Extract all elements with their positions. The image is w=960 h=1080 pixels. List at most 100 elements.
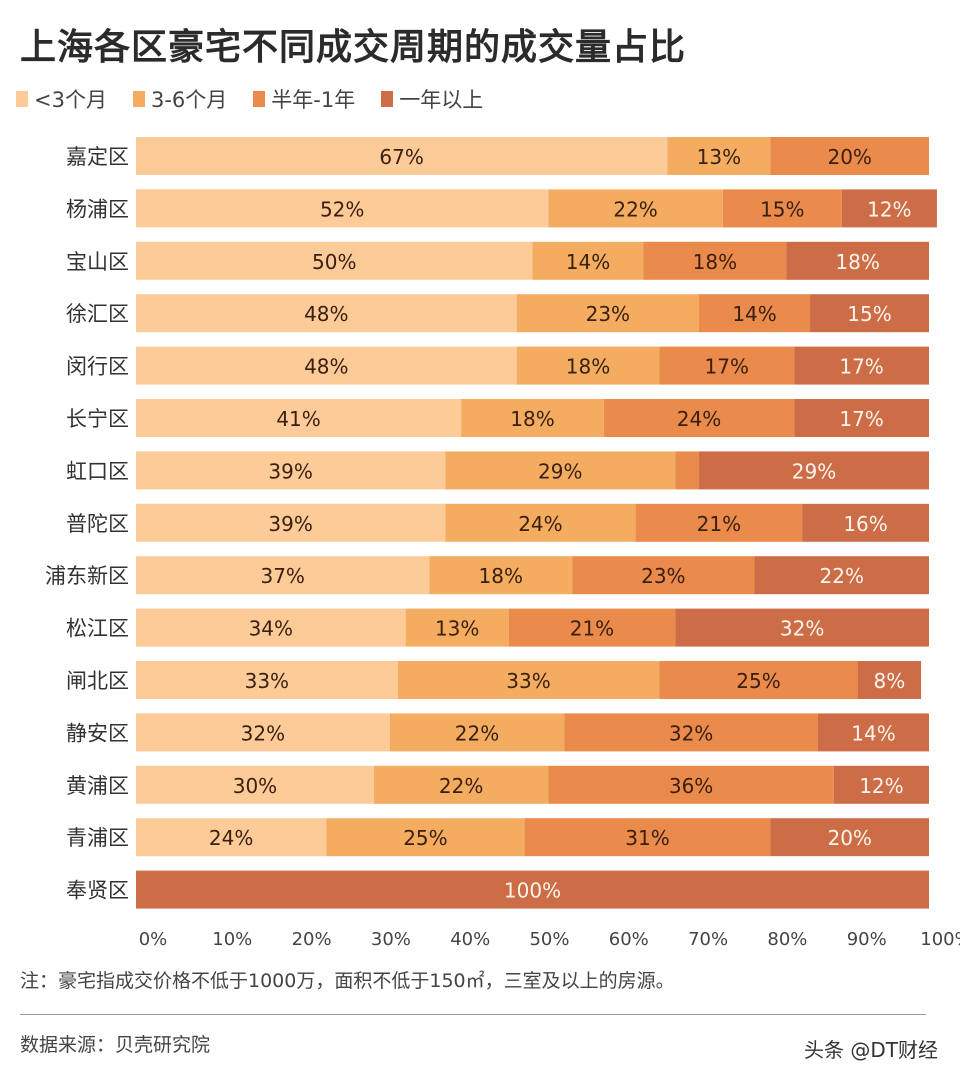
data-label: 12% [867, 197, 911, 221]
bar-segment [136, 556, 430, 595]
data-label: 31% [625, 826, 669, 850]
bar-segment [564, 713, 818, 752]
category-label: 嘉定区 [66, 145, 129, 169]
watermark: 头条 @DT财经 [804, 1038, 938, 1062]
bar-segment [572, 556, 755, 595]
data-label: 23% [641, 564, 685, 588]
data-label: 67% [379, 145, 423, 169]
bar-segment [770, 137, 929, 175]
data-label: 17% [839, 407, 883, 431]
bar-segment [603, 399, 795, 437]
category-label: 杨浦区 [66, 197, 129, 221]
category-label: 黄浦区 [66, 774, 129, 798]
category-label: 静安区 [66, 721, 129, 745]
bar-segment [136, 765, 374, 804]
bar-segment [136, 608, 406, 647]
data-label: 41% [276, 407, 320, 431]
bar-segment [136, 661, 398, 699]
bar-segment [461, 399, 604, 437]
data-label: 24% [518, 512, 562, 536]
data-label: 18% [510, 407, 554, 431]
bar-segment [794, 399, 929, 437]
bar-segment [136, 503, 446, 542]
data-label: 36% [669, 774, 713, 798]
legend-item: 一年以上 [381, 84, 483, 114]
bar-segment [136, 189, 549, 228]
data-label: 25% [736, 669, 780, 693]
bar-segment [136, 241, 533, 280]
data-label: 50% [312, 250, 356, 274]
category-label: 奉贤区 [66, 879, 129, 903]
data-label: 22% [455, 721, 499, 745]
source-text: 数据来源：贝壳研究院 [20, 1034, 211, 1056]
data-label: 39% [268, 459, 312, 483]
bar-segment [857, 661, 922, 699]
data-label: 24% [677, 407, 721, 431]
data-label: 23% [586, 302, 630, 326]
bar-segment [770, 818, 929, 857]
category-label: 徐汇区 [66, 302, 129, 326]
data-label: 18% [479, 564, 523, 588]
bar-segment [548, 765, 834, 804]
bar-segment [136, 137, 668, 175]
bar-segment [532, 241, 644, 280]
data-label: 34% [249, 617, 293, 641]
data-label: 52% [320, 197, 364, 221]
data-label: 33% [245, 669, 289, 693]
data-label: 14% [851, 721, 895, 745]
bar-segment [405, 608, 509, 647]
bar-segment [833, 765, 929, 804]
bar-segment [326, 818, 525, 857]
bar-segment [373, 765, 549, 804]
data-label: 33% [506, 669, 550, 693]
bar-segment [675, 451, 700, 490]
bar-segment [389, 713, 565, 752]
x-tick-label: 50% [529, 929, 569, 950]
data-label: 20% [827, 145, 871, 169]
bar-segment [699, 294, 811, 333]
data-label: 18% [566, 355, 610, 379]
bar-segment [659, 661, 858, 699]
bar-segment [699, 451, 929, 490]
bar-segment [516, 346, 660, 385]
bar-segment [397, 661, 660, 699]
bar-segment [136, 818, 327, 857]
bar-segment [516, 294, 700, 333]
data-label: 30% [233, 774, 277, 798]
data-label: 13% [435, 617, 479, 641]
x-tick-label: 40% [450, 929, 490, 950]
legend-swatch [253, 91, 266, 107]
category-label: 虹口区 [66, 459, 129, 483]
data-label: 15% [847, 302, 891, 326]
bar-segment [675, 608, 929, 647]
data-label: 16% [843, 512, 887, 536]
legend-item: <3个月 [16, 84, 107, 114]
category-label: 松江区 [66, 617, 129, 641]
data-label: 21% [697, 512, 741, 536]
bar-segment [136, 451, 446, 490]
bar-segment [754, 556, 929, 595]
category-label: 青浦区 [66, 826, 129, 850]
legend-item: 半年-1年 [253, 84, 355, 114]
data-label: 21% [570, 617, 614, 641]
category-label: 普陀区 [66, 512, 129, 536]
bar-segment [136, 294, 517, 333]
x-tick-label: 60% [609, 929, 649, 950]
bar-segment [802, 503, 929, 542]
stacked-bar-chart: 嘉定区 67% 13% 20% 杨浦区 52% 22% 15% 12% 宝山区 50% 14% 18% 1… [45, 137, 960, 950]
legend-label: <3个月 [34, 88, 107, 112]
data-label: 14% [566, 250, 610, 274]
data-label: 39% [268, 512, 312, 536]
x-tick-label: 10% [212, 929, 252, 950]
category-label: 闵行区 [66, 355, 129, 379]
data-label: 25% [403, 826, 447, 850]
bar-segment [810, 294, 929, 333]
data-label: 32% [669, 721, 713, 745]
bar-segment [841, 189, 937, 228]
data-label: 24% [209, 826, 253, 850]
legend-label: 半年-1年 [271, 88, 356, 112]
category-label: 长宁区 [66, 407, 129, 431]
category-label: 宝山区 [66, 250, 129, 274]
legend-swatch [16, 91, 28, 107]
data-label: 37% [260, 564, 304, 588]
